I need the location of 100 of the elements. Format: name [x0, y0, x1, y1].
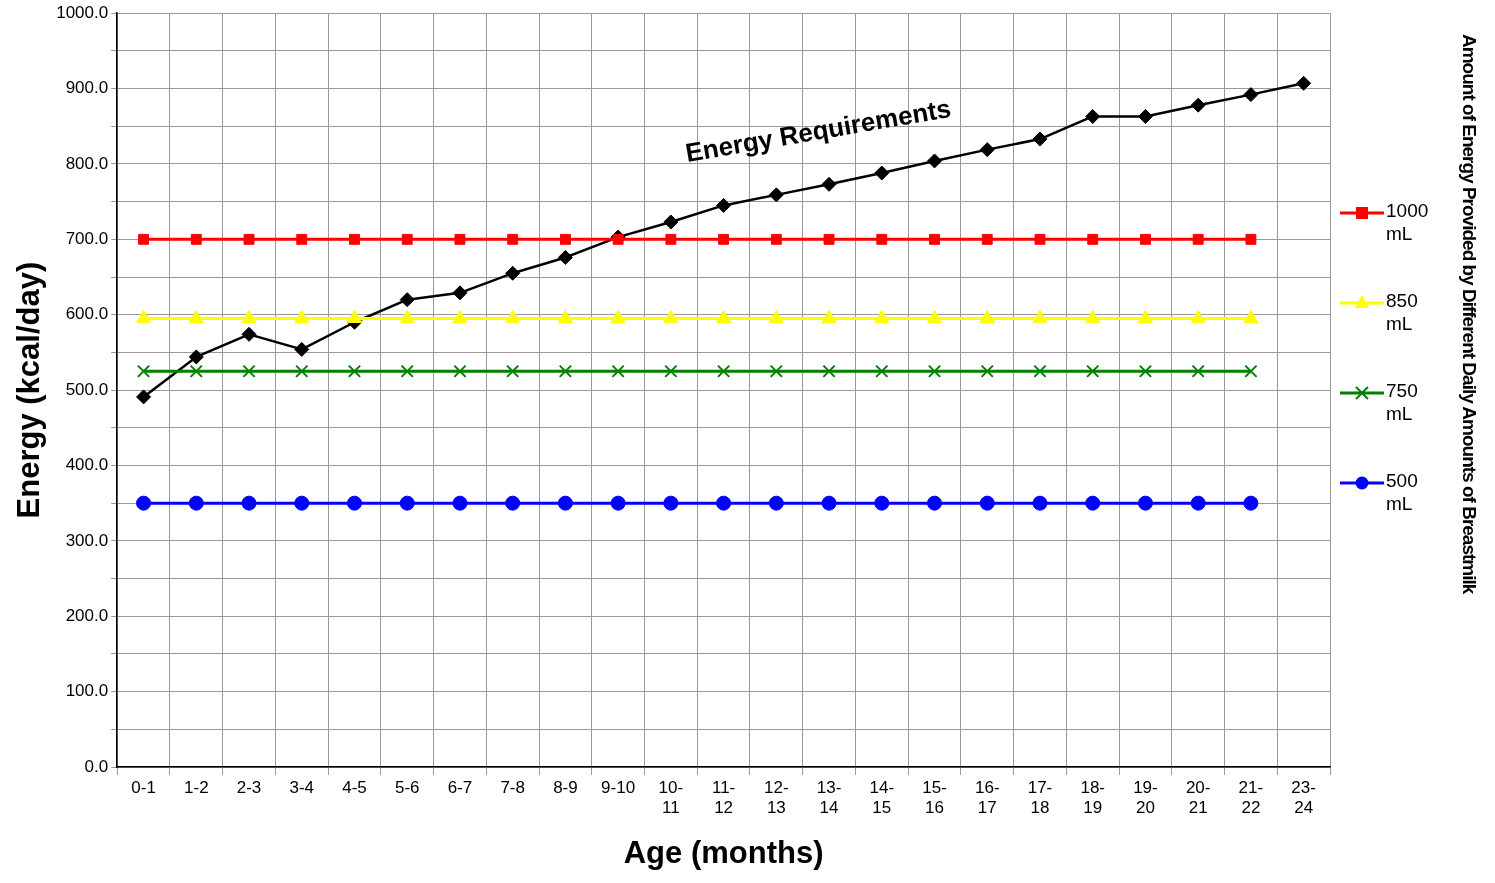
- point: [821, 495, 837, 511]
- point: [822, 364, 836, 378]
- x-tick-label: 8-9: [553, 777, 578, 797]
- point: [1137, 495, 1153, 511]
- point: [452, 495, 468, 511]
- legend-label: 1000 mL: [1386, 199, 1430, 245]
- legend-title: Amount of Energy Provided by Different Daily Amounts of Breastmilk: [1458, 34, 1480, 596]
- point: [243, 233, 255, 245]
- point: [241, 326, 257, 342]
- y-tick-label: 0.0: [84, 756, 109, 776]
- point: [399, 292, 415, 308]
- y-tick-label: 900.0: [65, 78, 109, 98]
- point: [136, 495, 152, 511]
- point: [1191, 364, 1205, 378]
- x-tick-label: 15-16: [922, 777, 947, 818]
- y-tick-label: 1000.0: [56, 2, 109, 22]
- point: [1138, 364, 1153, 378]
- point: [1243, 87, 1259, 103]
- y-tick-label: 100.0: [65, 681, 109, 701]
- x-tick-label: 4-5: [342, 777, 367, 797]
- point: [401, 233, 413, 245]
- x-tick-label: 16-17: [974, 777, 1000, 818]
- point: [1085, 108, 1101, 124]
- point: [980, 364, 994, 378]
- point: [296, 233, 308, 245]
- x-tick-label: 18-19: [1080, 777, 1105, 818]
- point: [242, 364, 256, 378]
- point: [1085, 495, 1101, 511]
- point: [770, 233, 782, 245]
- point: [188, 495, 204, 511]
- x-tick-label: 20-21: [1185, 777, 1211, 818]
- point: [821, 176, 837, 192]
- y-tick-label: 300.0: [65, 530, 109, 550]
- point: [665, 233, 677, 245]
- point: [927, 364, 942, 378]
- point: [454, 233, 466, 245]
- y-tick-label: 700.0: [65, 229, 109, 249]
- point: [505, 265, 521, 281]
- point: [716, 197, 732, 213]
- x-tick-label: 14-15: [869, 777, 895, 818]
- point: [294, 495, 310, 511]
- point: [979, 495, 995, 511]
- point: [505, 495, 521, 511]
- point: [138, 233, 150, 245]
- point: [559, 233, 571, 245]
- y-tick-label: 500.0: [65, 379, 109, 399]
- point: [929, 233, 940, 245]
- x-tick-label: 12-13: [764, 777, 789, 818]
- x-tick-label: 2-3: [236, 777, 262, 797]
- y-tick-label: 400.0: [65, 455, 109, 475]
- point: [452, 285, 468, 301]
- point: [1033, 364, 1047, 378]
- point: [874, 495, 890, 511]
- point: [400, 364, 414, 378]
- point: [557, 495, 573, 511]
- point: [716, 364, 731, 378]
- point: [557, 249, 573, 265]
- x-tick-label: 6-7: [447, 777, 473, 797]
- point: [1243, 495, 1259, 511]
- point: [294, 341, 310, 357]
- point: [1086, 364, 1100, 378]
- point: [927, 153, 943, 169]
- x-tick-label: 1-2: [184, 777, 209, 797]
- y-tick-label: 200.0: [65, 605, 109, 625]
- point: [1032, 131, 1048, 147]
- point: [1244, 364, 1258, 378]
- point: [295, 364, 309, 378]
- point: [876, 233, 888, 245]
- point: [663, 214, 679, 230]
- legend-label: 750 mL: [1386, 379, 1419, 425]
- x-tick-label: 11-12: [711, 777, 736, 818]
- point: [558, 364, 573, 378]
- legend-label: 500 mL: [1386, 469, 1419, 515]
- point: [136, 389, 152, 405]
- x-tick-label: 5-6: [394, 777, 420, 797]
- x-tick-label: 21-22: [1238, 777, 1264, 818]
- point: [1087, 233, 1099, 245]
- x-tick-label: 0-1: [131, 777, 156, 797]
- point: [612, 233, 624, 245]
- x-tick-label: 19-20: [1133, 777, 1158, 818]
- y-tick-label: 800.0: [65, 153, 109, 173]
- point: [347, 364, 362, 378]
- point: [507, 233, 519, 245]
- x-tick-label: 3-4: [289, 777, 315, 797]
- point: [1296, 75, 1312, 91]
- point: [1190, 97, 1206, 113]
- point: [663, 495, 679, 511]
- point: [453, 364, 467, 378]
- point: [346, 495, 362, 511]
- y-axis-title: Energy (kcal/day): [11, 261, 47, 519]
- annotation: Energy Requirements: [683, 92, 954, 169]
- point: [769, 364, 783, 378]
- x-tick-label: 9-10: [601, 777, 636, 797]
- point: [874, 165, 890, 181]
- y-tick-label: 600.0: [65, 304, 109, 324]
- point: [189, 364, 203, 378]
- point: [611, 364, 625, 378]
- point: [664, 364, 678, 378]
- point: [981, 233, 993, 245]
- x-axis-title: Age (months): [623, 834, 824, 870]
